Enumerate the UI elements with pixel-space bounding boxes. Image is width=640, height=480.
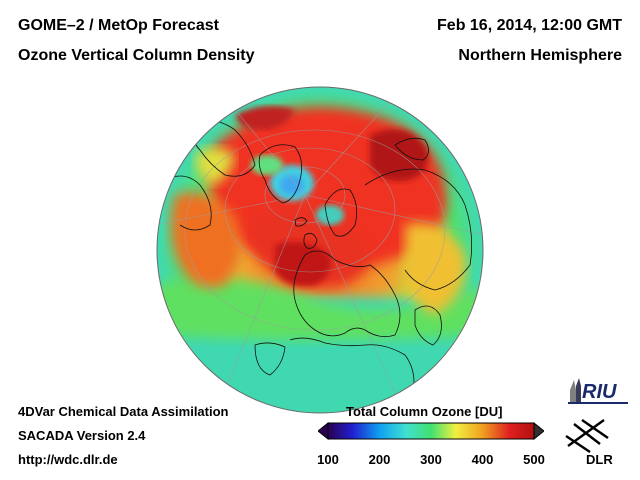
method-label: 4DVar Chemical Data Assimilation	[18, 404, 229, 419]
dlr-logo-icon	[565, 419, 609, 453]
title-line-1: GOME–2 / MetOp Forecast	[18, 17, 219, 34]
colorbar-title: Total Column Ozone [DU]	[346, 404, 503, 419]
coastlines	[164, 120, 473, 413]
riu-logo: RIU	[568, 378, 628, 404]
version-label: SACADA Version 2.4	[18, 428, 146, 443]
title-line-2: Ozone Vertical Column Density	[18, 47, 255, 64]
url-label: http://wdc.dlr.de	[18, 452, 118, 467]
ozone-field	[157, 87, 483, 413]
colorbar-gradient	[327, 422, 535, 440]
ozone-globe-map	[156, 86, 484, 414]
region-label: Northern Hemisphere	[458, 47, 622, 64]
colorbar-tick-100: 100	[317, 452, 339, 467]
riu-logo-text: RIU	[582, 381, 617, 403]
dlr-logo-text: DLR	[586, 452, 613, 467]
forecast-date: Feb 16, 2014, 12:00 GMT	[437, 17, 622, 34]
colorbar-min-arrow	[318, 421, 329, 441]
colorbar-tick-500: 500	[523, 452, 545, 467]
colorbar-tick-400: 400	[471, 452, 494, 467]
globe-outline	[156, 86, 484, 414]
colorbar-tick-300: 300	[420, 452, 442, 467]
colorbar-max-arrow	[533, 421, 544, 441]
colorbar	[318, 421, 544, 441]
colorbar-tick-200: 200	[368, 452, 391, 467]
